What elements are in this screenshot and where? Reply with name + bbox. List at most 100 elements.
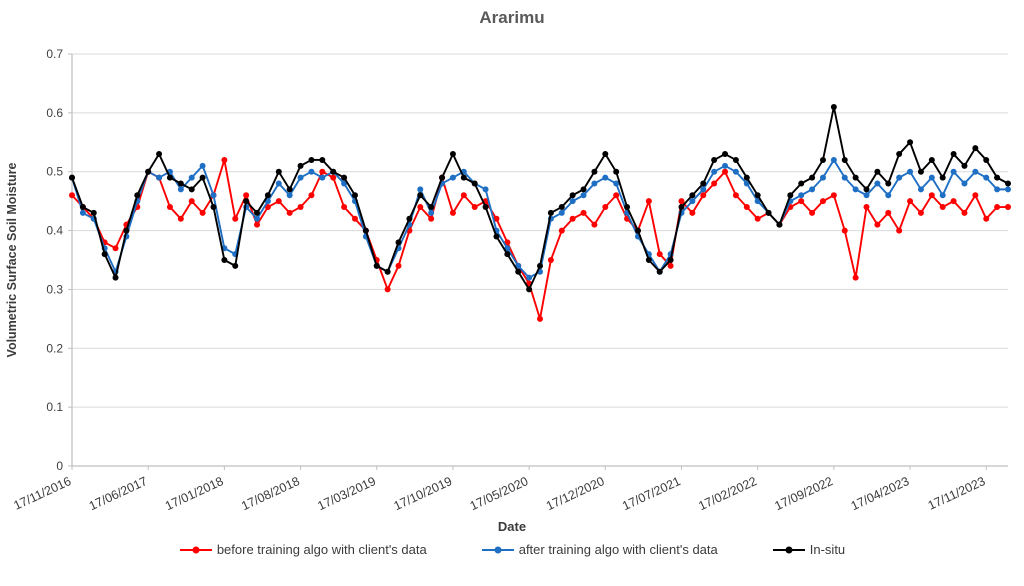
data-point [90,209,97,216]
data-point [896,151,903,158]
data-point [221,257,228,263]
data-point [177,180,184,187]
data-point [852,174,859,181]
y-tick-label: 0.5 [46,165,63,179]
data-point [711,168,718,175]
data-point [134,192,141,199]
data-point [841,174,848,181]
data-point [830,156,837,163]
legend-dot [785,546,793,553]
data-point [983,156,990,163]
data-point [254,209,261,216]
data-point [199,174,206,181]
data-point [297,204,304,211]
data-point [330,174,337,181]
data-point [907,139,914,146]
y-tick-label: 0.7 [46,47,63,61]
data-point [928,192,935,199]
legend-marker-blue [481,546,514,553]
data-point [504,251,511,258]
data-point [286,209,293,216]
data-point [602,174,609,181]
data-point [754,215,761,222]
data-point [275,180,282,187]
data-point [254,215,261,222]
data-point [950,168,957,175]
y-tick-label: 0.4 [46,224,63,238]
data-point [602,151,609,158]
data-point [939,192,946,199]
legend-label-before-training: before training algo with client's data [216,542,427,557]
data-point [471,180,478,187]
y-axis-title: Volumetric Surface Soil Moisture [5,162,19,357]
data-point [569,192,576,199]
data-point [79,209,86,216]
data-point [896,174,903,181]
data-point [732,156,739,163]
data-point [809,174,816,181]
data-point [885,192,892,199]
data-point [928,156,935,163]
data-point [961,162,968,169]
data-point [819,198,826,205]
data-point [994,174,1001,181]
data-point [275,168,282,175]
x-tick-label: 17/01/2018 [163,474,226,513]
data-point [798,198,805,205]
legend: before training algo with client's data … [0,542,1024,557]
data-point [482,186,489,193]
data-point [863,186,870,193]
data-point [275,198,282,205]
data-point [188,174,195,181]
data-point [384,268,391,275]
data-point [950,151,957,158]
data-point [526,286,533,293]
data-point [809,209,816,216]
y-tick-label: 0.2 [46,341,63,355]
data-point [341,174,348,181]
data-point [885,209,892,216]
data-point [188,186,195,193]
data-point [917,168,924,175]
data-point [547,257,554,263]
data-point [569,215,576,222]
data-point [166,174,173,181]
data-point [254,221,261,228]
data-point [907,168,914,175]
data-point [547,209,554,216]
data-point [69,192,75,199]
data-point [210,204,217,211]
data-point [428,204,435,211]
x-tick-label: 17/02/2022 [696,474,759,513]
data-point [732,168,739,175]
data-point [961,180,968,187]
data-point [743,204,750,211]
data-point [330,168,337,175]
data-point [602,204,609,211]
data-point [994,186,1001,193]
y-tick-label: 0.6 [46,106,63,120]
data-point [504,239,511,246]
data-point [515,262,522,269]
data-point [819,174,826,181]
data-point [743,180,750,187]
data-point [994,204,1001,211]
data-point [972,145,979,152]
data-point [297,162,304,169]
data-point [515,268,522,275]
x-tick-label: 17/12/2020 [544,474,607,513]
x-tick-label: 17/11/2016 [11,474,73,513]
data-point [591,180,598,187]
data-point [232,262,239,269]
data-point [928,174,935,181]
data-point [449,151,456,158]
data-point [493,215,500,222]
data-point [177,186,184,193]
x-tick-label: 17/05/2020 [468,474,531,513]
x-tick-label: 17/03/2019 [315,474,378,513]
data-point [449,174,456,181]
data-point [428,209,435,216]
data-point [537,315,543,322]
data-point [983,174,990,181]
